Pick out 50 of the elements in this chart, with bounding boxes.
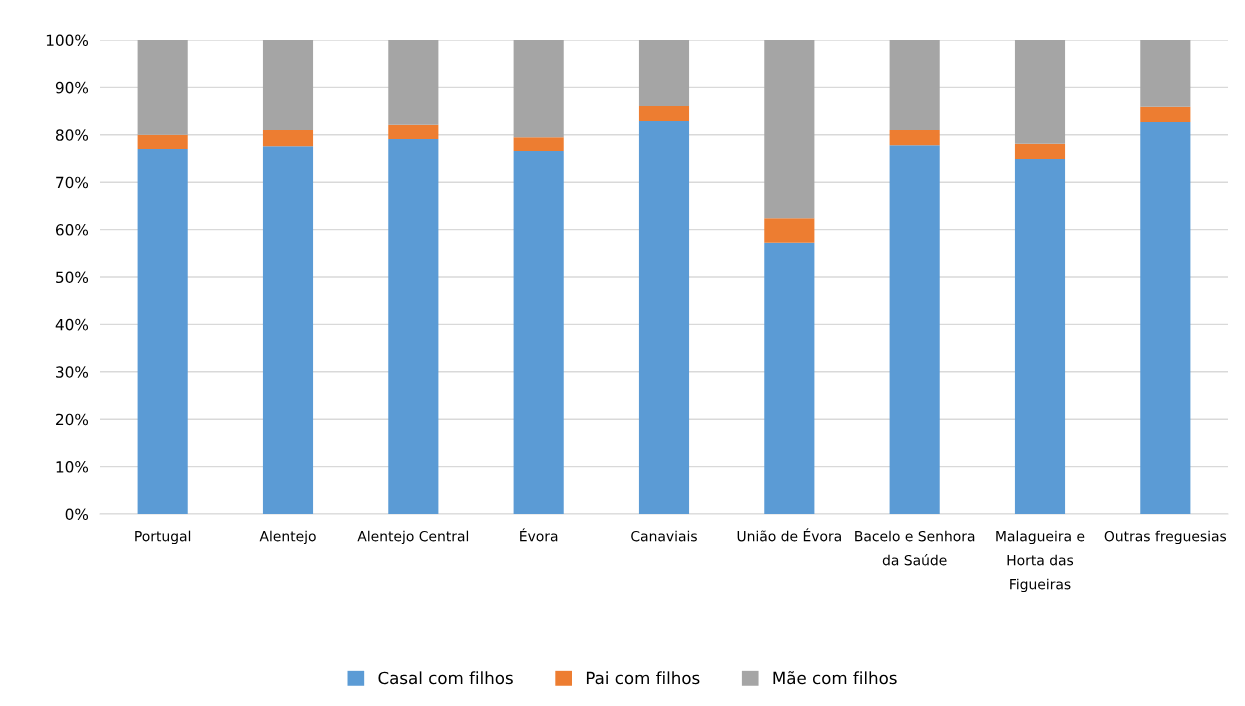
bar — [388, 124, 439, 140]
bar — [764, 242, 815, 514]
bar — [513, 40, 564, 138]
y-tick-label: 80% — [55, 129, 89, 141]
y-tick-label: 90% — [55, 81, 89, 94]
bar — [638, 40, 690, 106]
bar — [1014, 158, 1066, 514]
bar — [262, 40, 314, 131]
y-tick-label: 40% — [55, 318, 89, 331]
bar — [513, 150, 564, 514]
bar — [513, 137, 564, 151]
bar — [137, 40, 188, 135]
y-tick-label: 50% — [56, 271, 89, 284]
legend-label: Mãe com filhos — [773, 671, 897, 685]
x-tick-label: União de Évora — [737, 528, 841, 542]
bar — [262, 130, 314, 147]
bar — [638, 105, 690, 122]
bar — [388, 40, 439, 125]
x-tick-label: Évora — [520, 528, 558, 542]
x-tick-label: Bacelo e Senhora da Saúde — [855, 530, 975, 566]
legend-label: Casal com filhos — [378, 671, 513, 685]
x-tick-label: Canaviais — [631, 530, 697, 542]
y-tick-label: 100% — [46, 34, 89, 47]
bar — [889, 40, 940, 131]
bar — [889, 145, 940, 514]
bar — [388, 139, 439, 514]
legend-label: Pai com filhos — [586, 671, 700, 685]
bar — [1140, 122, 1191, 514]
y-tick-label: 10% — [56, 461, 89, 473]
bar — [137, 134, 188, 150]
x-tick-label: Alentejo — [259, 530, 316, 545]
bar — [889, 130, 940, 146]
y-tick-label: 60% — [56, 224, 89, 236]
bar — [262, 146, 314, 514]
bar — [1014, 143, 1066, 159]
y-tick-label: 70% — [56, 176, 89, 189]
x-tick-label: Malagueira e Horta das Figueiras — [996, 530, 1085, 593]
bar — [1140, 40, 1191, 107]
y-tick-label: 0% — [65, 508, 89, 521]
y-tick-label: 30% — [56, 366, 89, 378]
x-tick-label: Outras freguesias — [1104, 530, 1227, 545]
bar — [764, 40, 815, 219]
bar — [638, 121, 690, 514]
x-tick-label: Portugal — [135, 530, 191, 545]
bar — [137, 149, 188, 514]
bar — [1014, 40, 1066, 144]
bar — [764, 218, 815, 243]
x-tick-label: Alentejo Central — [357, 530, 469, 545]
y-tick-label: 20% — [56, 413, 89, 426]
bar — [1140, 106, 1191, 122]
